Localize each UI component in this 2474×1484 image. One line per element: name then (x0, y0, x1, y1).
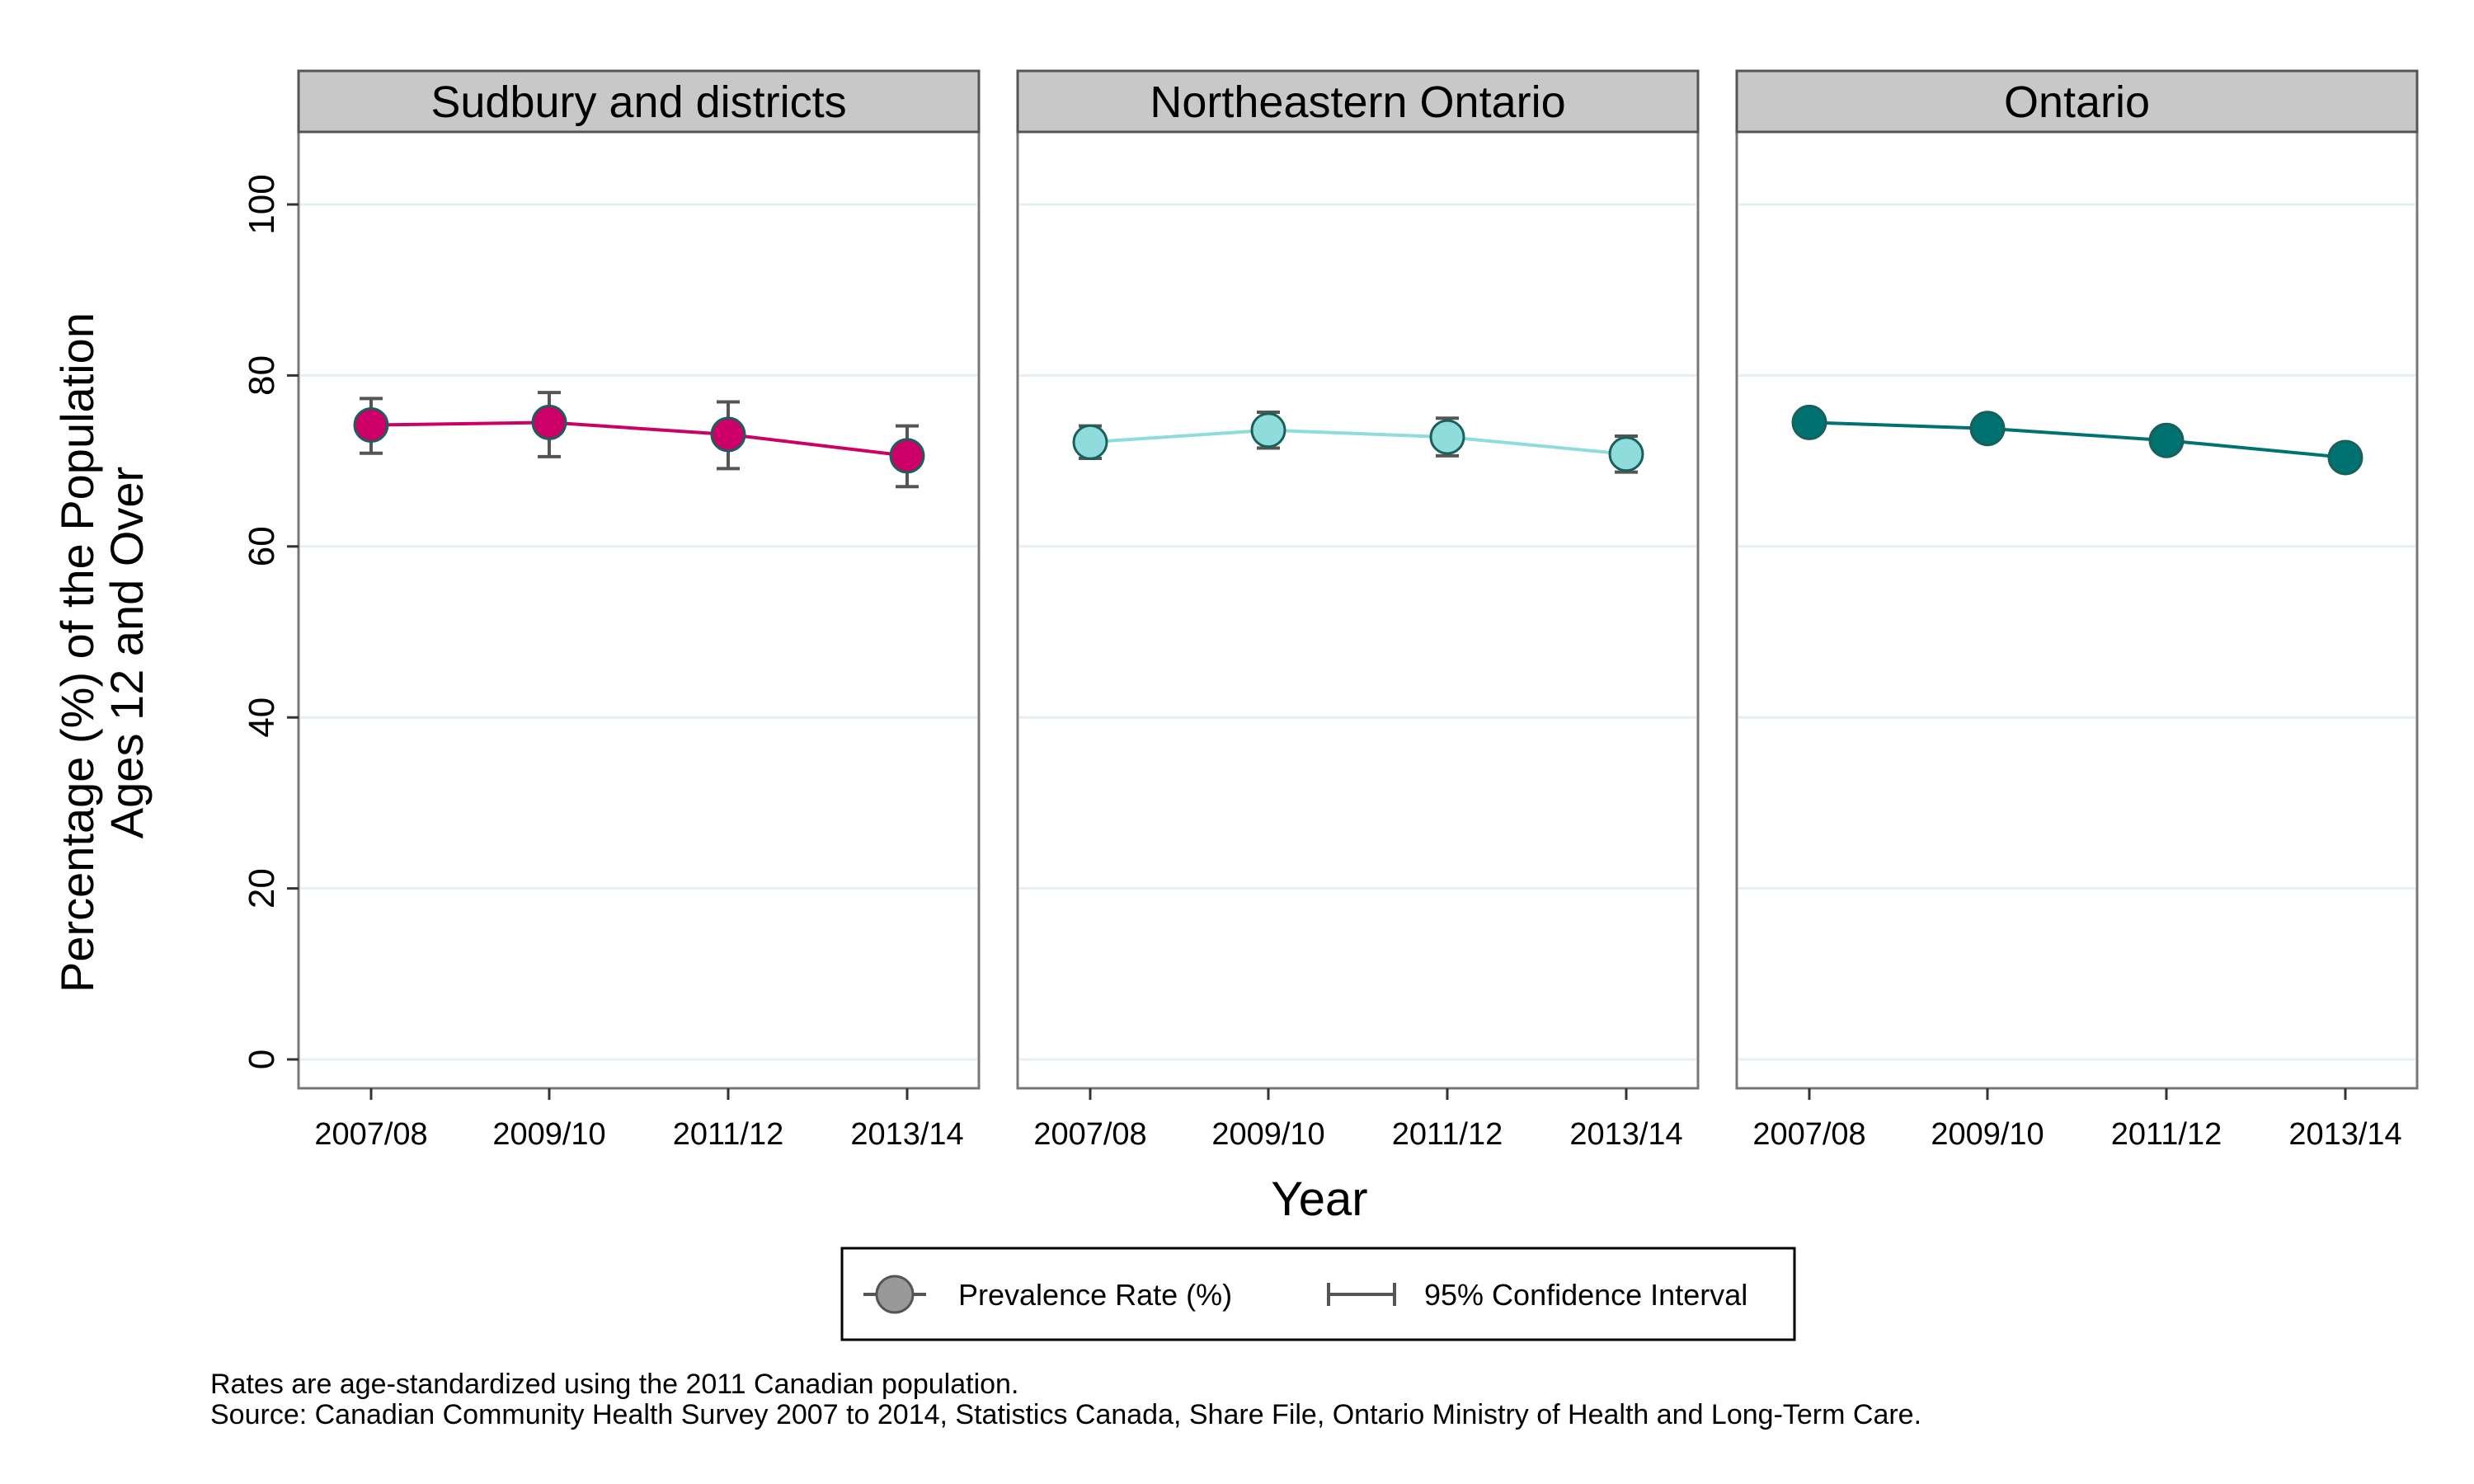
x-tick-label: 2007/08 (1033, 1117, 1146, 1152)
x-tick-label: 2011/12 (2111, 1117, 2222, 1152)
x-tick-label: 2013/14 (850, 1117, 963, 1152)
panel-title: Sudbury and districts (430, 77, 846, 127)
panel-header (297, 69, 981, 134)
series-line (370, 420, 908, 458)
y-tick-label: 100 (242, 174, 282, 234)
y-tick-label: 0 (242, 1050, 282, 1069)
x-tick-label: 2007/08 (1752, 1117, 1865, 1152)
panel-header (1735, 69, 2419, 134)
legend-marker (875, 1275, 915, 1314)
x-tick-label: 2011/12 (673, 1117, 784, 1152)
x-tick-label: 2013/14 (1569, 1117, 1682, 1152)
data-point (889, 438, 925, 474)
data-point (1608, 436, 1644, 472)
data-point (1969, 411, 2006, 447)
x-axis-title: Year (1271, 1172, 1367, 1226)
y-tick-label: 60 (242, 526, 282, 566)
x-tick-label: 2009/10 (1211, 1117, 1324, 1152)
plot-area (1735, 130, 2419, 1090)
data-point (1072, 424, 1108, 460)
footnote-source: Source: Canadian Community Health Survey… (210, 1399, 1922, 1430)
data-point (1429, 419, 1465, 455)
plot-area (297, 130, 981, 1090)
x-tick-label: 2009/10 (1931, 1117, 2044, 1152)
y-tick-label: 20 (242, 868, 282, 909)
data-point (1791, 404, 1827, 440)
data-point (353, 407, 389, 444)
footnote-age-standardized: Rates are age-standardized using the 201… (210, 1369, 1019, 1400)
y-tick-label: 80 (242, 355, 282, 396)
data-point (1250, 412, 1286, 448)
legend (840, 1247, 1796, 1341)
data-point (2327, 439, 2363, 476)
series-line (1089, 428, 1627, 456)
data-point (710, 416, 746, 453)
x-tick-label: 2011/12 (1392, 1117, 1503, 1152)
panel-header (1016, 69, 1700, 134)
data-point (531, 404, 567, 440)
panel-title: Ontario (2004, 77, 2150, 127)
panel-title: Northeastern Ontario (1150, 77, 1565, 127)
legend-label-ci: 95% Confidence Interval (1424, 1278, 1747, 1312)
y-axis-title: Percentage (%) of the Population (51, 312, 103, 993)
x-tick-label: 2013/14 (2288, 1117, 2401, 1152)
series-line (1808, 420, 2346, 459)
plot-area (1016, 130, 1700, 1090)
data-point (2148, 422, 2185, 458)
x-tick-label: 2007/08 (314, 1117, 427, 1152)
y-tick-label: 40 (242, 697, 282, 738)
legend-label-prevalence: Prevalence Rate (%) (958, 1278, 1232, 1312)
x-tick-label: 2009/10 (492, 1117, 605, 1152)
y-axis-title: Ages 12 and Over (101, 467, 153, 838)
